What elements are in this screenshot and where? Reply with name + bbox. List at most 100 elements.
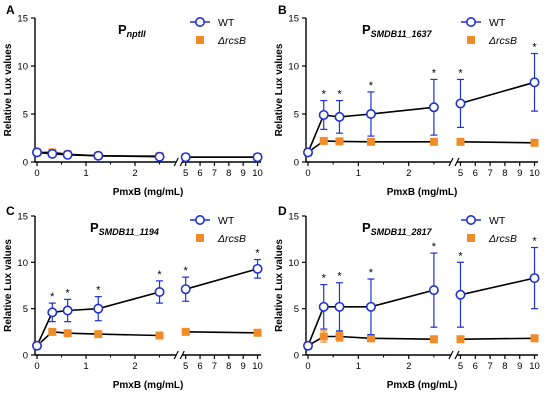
data-point-wt <box>428 285 439 296</box>
data-point-wt <box>47 148 58 159</box>
y-axis-title: Relative Lux values <box>3 239 14 332</box>
y-tick-label: 15 <box>288 14 299 25</box>
significance-marker: * <box>337 89 342 101</box>
legend-label-wt: WT <box>218 215 235 227</box>
series-line <box>460 337 535 340</box>
data-point-rcsb <box>155 331 164 340</box>
legend-marker-wt <box>465 16 476 27</box>
x-tick-label: 8 <box>502 168 507 179</box>
significance-marker: * <box>432 67 437 79</box>
data-point-wt <box>318 109 329 120</box>
chart-title-subscript: SMDB11_2817 <box>371 227 433 237</box>
chart-title-subscript: SMDB11_1194 <box>99 227 159 237</box>
data-point-wt <box>365 301 376 312</box>
data-point-rcsb <box>366 137 375 146</box>
x-tick-label: 0 <box>305 361 310 372</box>
x-tick-label: 5 <box>458 361 463 372</box>
legend-label-rcsb: ΔrcsB <box>217 35 246 47</box>
data-point-wt <box>62 149 73 160</box>
significance-marker: * <box>255 248 260 260</box>
legend-label-rcsb: ΔrcsB <box>217 233 246 245</box>
y-tick-label: 10 <box>288 258 299 269</box>
chart-title-main: P <box>362 22 371 37</box>
y-tick-label: 0 <box>23 158 28 169</box>
significance-marker: * <box>322 273 327 285</box>
chart-title: PSMDB11_1194 <box>90 220 159 237</box>
series-line <box>185 268 258 290</box>
data-point-rcsb <box>181 327 190 336</box>
legend-marker-rcsb <box>196 234 204 242</box>
significance-marker: * <box>65 287 70 299</box>
x-tick-label: 2 <box>132 168 137 179</box>
significance-marker: * <box>337 271 342 283</box>
legend-marker-rcsb <box>467 234 475 242</box>
data-point-rcsb <box>335 332 344 341</box>
x-tick-label: 10 <box>529 168 540 179</box>
x-axis-title: PmxB (mg/mL) <box>113 187 184 198</box>
series-line <box>185 331 258 334</box>
series-rcsb <box>304 330 539 350</box>
data-point-wt <box>180 152 191 163</box>
x-tick-label: 1 <box>356 168 361 179</box>
x-tick-label: 0 <box>305 168 310 179</box>
x-tick-label: 2 <box>406 168 411 179</box>
x-tick-label: 6 <box>473 361 478 372</box>
data-point-wt <box>47 307 58 318</box>
data-point-wt <box>334 111 345 122</box>
data-point-wt <box>365 109 376 120</box>
x-tick-label: 6 <box>197 168 202 179</box>
legend-label-wt: WT <box>489 215 506 227</box>
data-point-wt <box>252 152 263 163</box>
legend: WT ΔrcsB <box>461 215 517 245</box>
data-point-wt <box>31 147 42 158</box>
data-point-rcsb <box>429 335 438 344</box>
legend-label-rcsb: ΔrcsB <box>488 35 517 47</box>
significance-marker: * <box>369 80 374 92</box>
x-axis-title: PmxB (mg/mL) <box>113 380 184 391</box>
data-point-rcsb <box>335 137 344 146</box>
significance-marker: * <box>458 67 463 79</box>
x-tick-label: 10 <box>252 361 263 372</box>
data-point-wt <box>252 263 263 274</box>
x-tick-label: 0 <box>34 361 39 372</box>
x-tick-label: 1 <box>83 361 88 372</box>
chart-title-main: P <box>90 220 99 235</box>
legend-marker-wt <box>195 215 206 226</box>
significance-marker: * <box>322 89 327 101</box>
y-tick-label: 0 <box>294 351 299 362</box>
data-point-rcsb <box>456 137 465 146</box>
data-point-wt <box>428 102 439 113</box>
x-tick-label: 2 <box>132 361 137 372</box>
data-point-wt <box>154 286 165 297</box>
significance-marker: * <box>432 241 437 253</box>
significance-marker: * <box>458 250 463 262</box>
panel-letter: C <box>6 204 15 218</box>
y-tick-label: 15 <box>288 212 299 223</box>
series-wt <box>31 147 263 163</box>
significance-marker: * <box>96 285 101 297</box>
series-wt: * * * * * * <box>302 42 540 158</box>
chart-title-main: P <box>362 220 371 235</box>
x-axis-break-mark <box>173 350 179 360</box>
y-tick-label: 5 <box>23 304 28 315</box>
legend-marker-rcsb <box>196 36 204 44</box>
data-point-wt <box>455 98 466 109</box>
data-point-rcsb <box>48 327 57 336</box>
x-tick-label: 9 <box>517 168 522 179</box>
x-tick-label: 7 <box>487 168 492 179</box>
x-tick-label: 0 <box>34 168 39 179</box>
series-rcsb <box>304 136 539 157</box>
legend: WT ΔrcsB <box>461 16 517 47</box>
x-tick-label: 8 <box>226 361 231 372</box>
y-tick-label: 10 <box>17 258 28 269</box>
data-point-wt <box>302 340 313 351</box>
legend-marker-wt <box>195 16 206 27</box>
significance-marker: * <box>50 291 55 303</box>
x-tick-label: 5 <box>183 361 188 372</box>
x-axis-break-mark <box>173 157 179 167</box>
legend-label-rcsb: ΔrcsB <box>488 233 517 245</box>
significance-marker: * <box>369 267 374 279</box>
x-axis-break-mark <box>448 157 454 167</box>
